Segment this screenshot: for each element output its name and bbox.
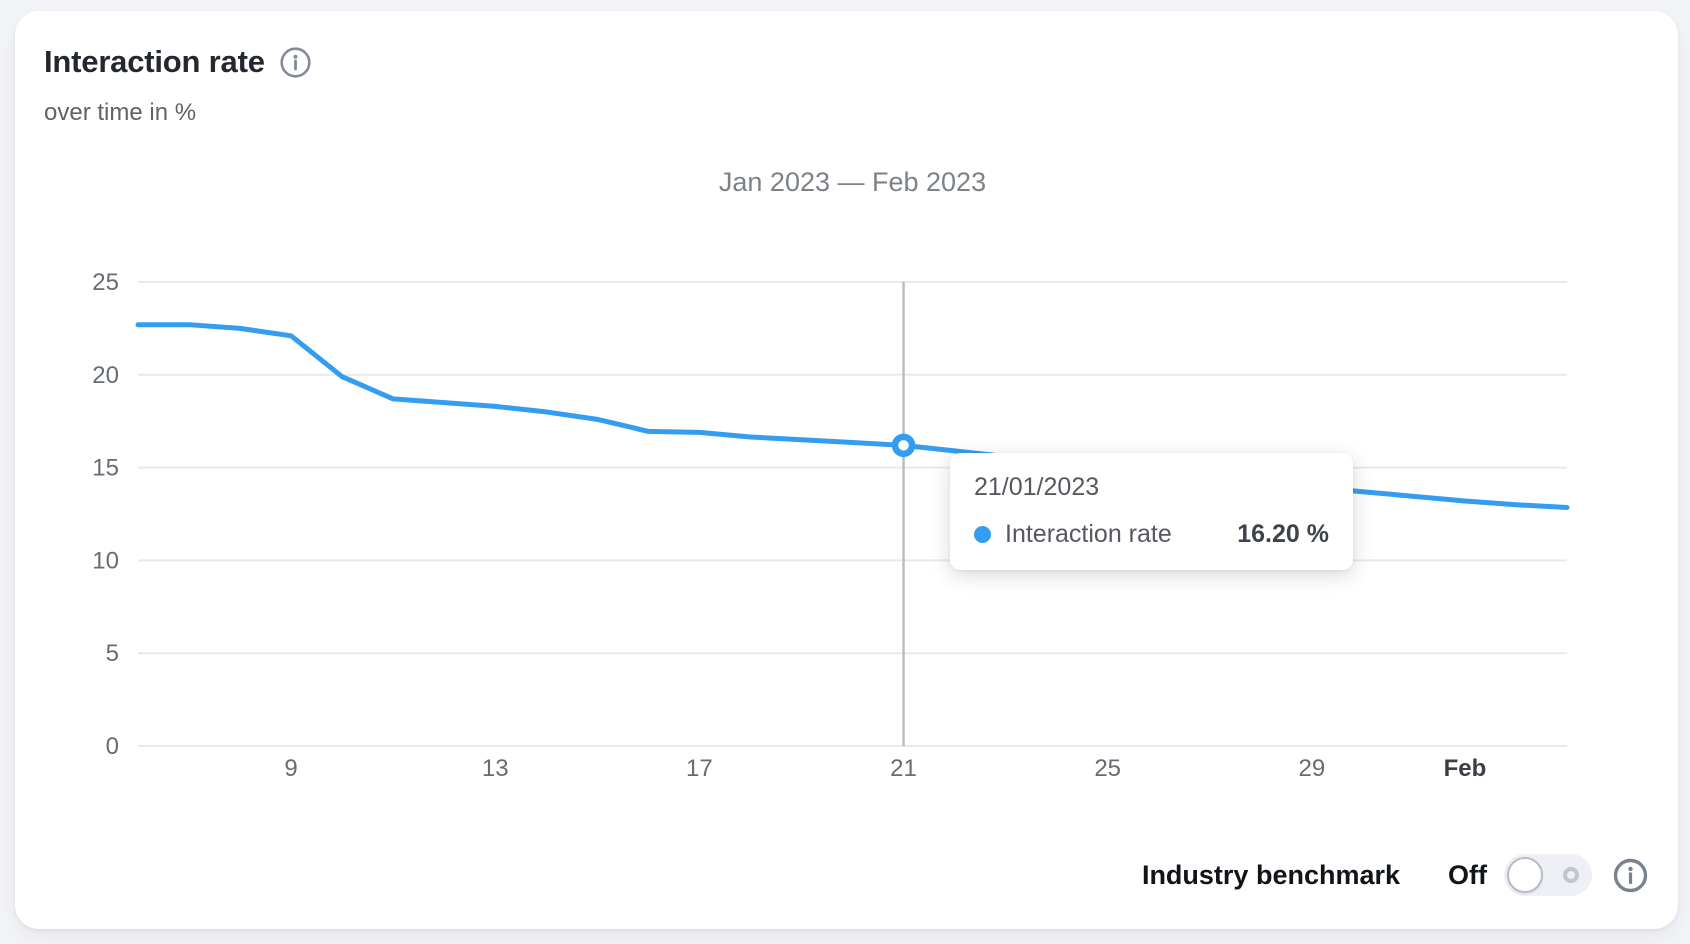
chart-subtitle: over time in % [44,99,197,126]
benchmark-label: Industry benchmark [1141,859,1401,890]
y-tick-label: 10 [92,547,119,574]
x-tick-label: 21 [890,755,917,782]
x-tick-label: Feb [1444,755,1487,782]
highlight-marker [891,433,916,458]
tooltip-date: 21/01/2023 [974,473,1100,501]
x-tick-label: 29 [1298,755,1325,782]
y-tick-label: 5 [106,640,119,667]
y-tick-label: 0 [106,733,119,760]
x-tick-label: 17 [686,755,713,782]
tooltip-value: 16.20 % [1237,520,1329,548]
toggle-off-ring-icon [1563,867,1579,883]
x-tick-label: 25 [1094,755,1121,782]
interaction-rate-chart[interactable]: 0 5 10 15 20 25 9 13 17 21 25 29 Feb [15,11,1678,811]
chart-tooltip: 21/01/2023 Interaction rate 16.20 % [950,453,1353,570]
benchmark-controls: Industry benchmark Off [1142,853,1648,897]
series-dot-icon [974,526,991,543]
benchmark-info-icon[interactable] [1613,858,1648,893]
y-tick-label: 20 [92,362,119,389]
x-tick-label: 13 [482,755,509,782]
y-tick-label: 25 [92,269,119,296]
chart-date-range: Jan 2023 — Feb 2023 [718,167,987,197]
interaction-rate-card: Interaction rate over time in % Jan 2023… [15,11,1678,929]
tooltip-series-label: Interaction rate [1005,520,1172,548]
y-tick-label: 15 [92,455,119,482]
toggle-knob-icon [1507,857,1543,893]
benchmark-toggle[interactable] [1504,854,1592,896]
x-tick-label: 9 [284,755,297,782]
title-info-icon[interactable] [280,46,311,78]
page-title: Interaction rate [44,44,265,79]
benchmark-state: Off [1448,859,1487,890]
